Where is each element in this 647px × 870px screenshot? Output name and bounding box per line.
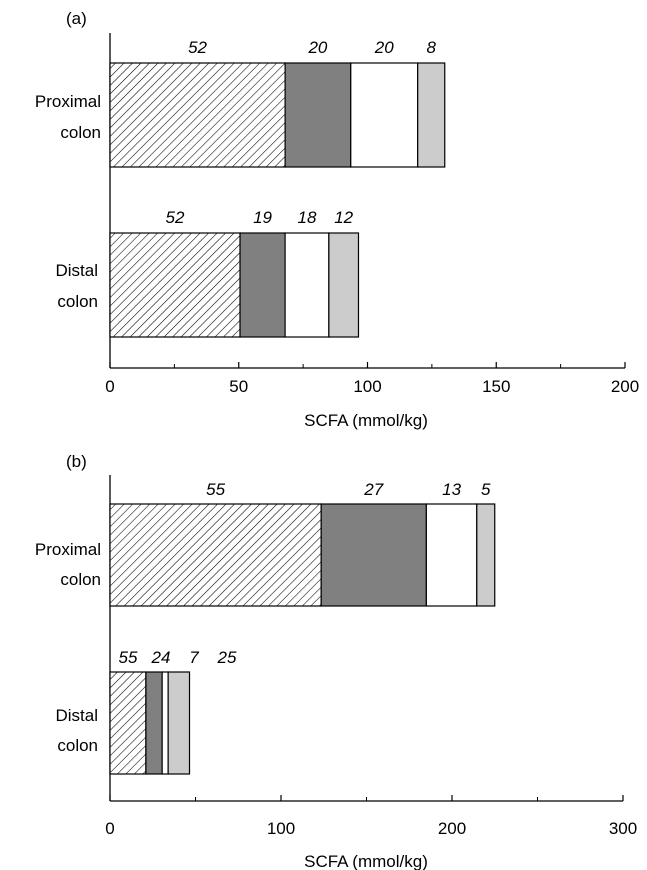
- panel-b-bar-proximal-segment-2: [320, 503, 427, 607]
- panel-a-bar-proximal-segment-3: [350, 62, 419, 168]
- panel-b-x-axis-label: SCFA (mmol/kg): [304, 852, 428, 870]
- panel-b-bar-proximal-segment-1: [109, 503, 322, 607]
- panel-b-label: (b): [66, 452, 87, 471]
- panel-a-x-tick-label-100: 100: [353, 377, 381, 396]
- panel-a-category-proximal-line2: colon: [60, 123, 101, 142]
- panel-b-pct-label-distal-2: 24: [151, 648, 171, 667]
- panel-b-pct-label-distal-3: 7: [189, 648, 199, 667]
- panel-b-bar-distal-segment-2: [145, 671, 163, 775]
- panel-a-pct-label-proximal-2: 20: [307, 38, 327, 57]
- panel-a-category-proximal-line1: Proximal: [35, 92, 101, 111]
- panel-a-bar-proximal-segment-2: [284, 62, 352, 168]
- panel-b-pct-label-distal-4: 25: [217, 648, 237, 667]
- panel-b-bar-distal-segment-4: [167, 671, 191, 775]
- panel-a-pct-label-distal-4: 12: [334, 208, 353, 227]
- panel-a-category-distal-line2: colon: [57, 292, 98, 311]
- panel-b-bar-proximal-segment-3: [425, 503, 478, 607]
- panel-a-bar-distal-segment-3: [284, 232, 330, 338]
- panel-a-pct-label-distal-3: 18: [298, 208, 317, 227]
- panel-a-x-tick-label-50: 50: [229, 377, 248, 396]
- panel-a-pct-label-proximal-4: 8: [426, 38, 436, 57]
- panel-b: (b) Proximal colon Distal colon SCFA (mm…: [35, 452, 637, 870]
- panel-a-x-tick-label-150: 150: [482, 377, 510, 396]
- panel-b-x-tick-label-200: 200: [438, 819, 466, 838]
- panel-a-pct-label-distal-2: 19: [253, 208, 272, 227]
- panel-a-bar-distal-segment-4: [328, 232, 360, 338]
- panel-a-pct-label-proximal-3: 20: [374, 38, 394, 57]
- panel-b-category-proximal-line1: Proximal: [35, 540, 101, 559]
- panel-b-category-distal-line2: colon: [57, 736, 98, 755]
- panel-b-bar-distal-segment-3: [161, 671, 169, 775]
- panel-b-x-tick-label-0: 0: [105, 819, 114, 838]
- panel-a: (a) Proximal colon Distal colon SCFA (mm…: [35, 9, 639, 430]
- panel-a-pct-label-distal-1: 52: [166, 208, 185, 227]
- panel-b-pct-label-distal-1: 55: [119, 648, 138, 667]
- panel-b-category-distal-line1: Distal: [55, 706, 98, 725]
- panel-b-bar-distal-segment-1: [109, 671, 147, 775]
- panel-b-bar-proximal-segment-4: [476, 503, 496, 607]
- panel-b-pct-label-proximal-1: 55: [206, 480, 225, 499]
- panel-a-x-axis-label: SCFA (mmol/kg): [304, 411, 428, 430]
- panel-a-category-distal-line1: Distal: [55, 261, 98, 280]
- panel-a-bar-proximal-segment-4: [417, 62, 446, 168]
- panel-b-x-tick-label-100: 100: [267, 819, 295, 838]
- panel-a-x-tick-label-0: 0: [105, 377, 114, 396]
- panel-a-bar-proximal-segment-1: [109, 62, 286, 168]
- panel-b-x-tick-label-300: 300: [609, 819, 637, 838]
- panel-a-bar-distal-segment-1: [109, 232, 241, 338]
- panel-a-pct-label-proximal-1: 52: [188, 38, 207, 57]
- panel-b-pct-label-proximal-3: 13: [442, 480, 461, 499]
- panel-a-label: (a): [66, 9, 87, 28]
- panel-a-bar-distal-segment-2: [239, 232, 286, 338]
- panel-b-pct-label-proximal-2: 27: [363, 480, 383, 499]
- panel-b-category-proximal-line2: colon: [60, 570, 101, 589]
- panel-a-x-tick-label-200: 200: [611, 377, 639, 396]
- panel-b-pct-label-proximal-4: 5: [481, 480, 491, 499]
